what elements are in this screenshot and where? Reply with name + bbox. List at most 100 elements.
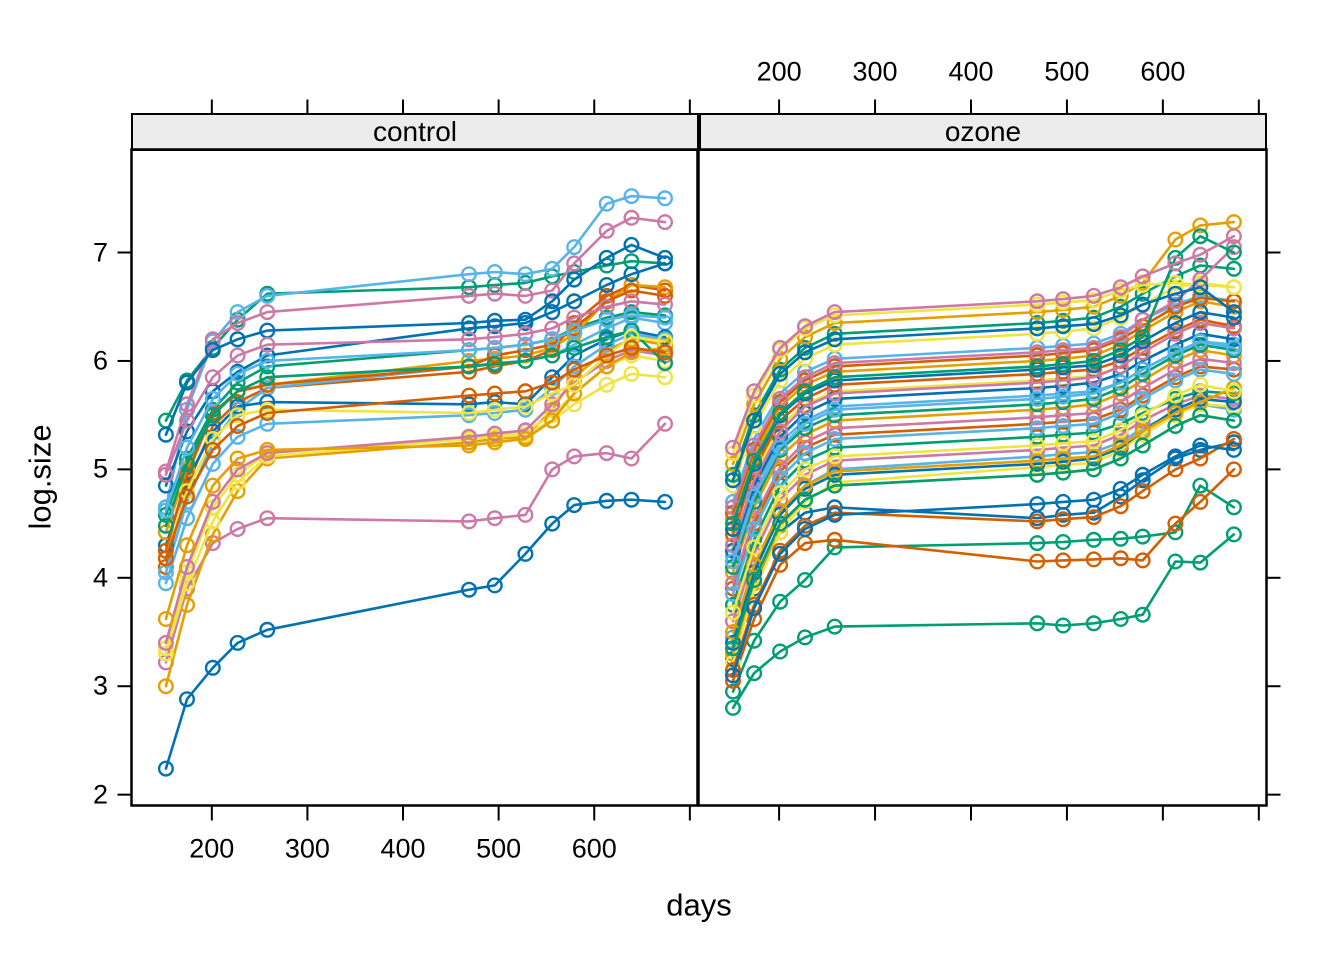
series-marker [826,439,843,456]
series-marker [178,483,195,500]
series-marker [772,339,789,356]
series-marker [157,466,174,483]
series-marker [1055,446,1072,463]
series-line-ozone-7 [731,394,1236,623]
series-marker [1029,510,1046,527]
series-marker [1112,450,1129,467]
series-marker [746,515,763,532]
series-marker [1167,418,1184,435]
series-marker [204,405,221,422]
series-marker [566,339,583,356]
series-marker [725,537,742,554]
series-marker [229,521,246,538]
series-marker [157,537,174,554]
series-marker [826,355,843,372]
series-marker [1055,323,1072,340]
series-marker [1192,407,1209,424]
series-marker [1134,296,1151,313]
series-marker [1029,553,1046,570]
series-marker [746,493,763,510]
series-marker [157,634,174,651]
series-marker [746,455,763,472]
series-marker [1029,315,1046,332]
series-marker [657,282,674,299]
series-marker [598,320,615,337]
series-marker [623,322,640,339]
series-marker [517,266,534,283]
series-marker [1167,315,1184,332]
series-marker [1055,511,1072,528]
series-marker [797,415,814,432]
series-marker [772,517,789,534]
series-line-control-3 [164,194,667,509]
series-marker [157,654,174,671]
series-marker [772,470,789,487]
series-marker [1112,422,1129,439]
series-marker [544,412,561,429]
series-marker [259,401,276,418]
series-marker [1167,515,1184,532]
series-marker [1167,231,1184,248]
series-marker [486,350,503,367]
series-marker [1167,448,1184,465]
series-marker [229,418,246,435]
series-marker [797,572,814,589]
series-marker [746,580,763,597]
series-marker [797,420,814,437]
series-marker [746,564,763,581]
series-line-ozone-13 [731,321,1236,542]
series-marker [461,581,478,598]
series-marker [772,542,789,559]
series-marker [746,383,763,400]
series-marker [204,390,221,407]
series-marker [1225,347,1242,364]
series-marker [1085,383,1102,400]
series-marker [1112,441,1129,458]
series-marker [544,347,561,364]
series-marker [1134,333,1151,350]
series-marker [1055,342,1072,359]
series-marker [517,325,534,342]
series-marker [797,491,814,508]
series-marker [1134,423,1151,440]
series-marker [797,372,814,389]
x-tick-label-top: 500 [1044,56,1090,87]
series-marker [657,255,674,272]
series-marker [725,580,742,597]
series-marker [797,339,814,356]
series-marker [1112,329,1129,346]
series-marker [746,531,763,548]
series-marker [486,428,503,445]
x-tick-label-bottom: 400 [380,833,426,864]
series-marker [1225,298,1242,315]
series-marker [1055,418,1072,435]
series-marker [826,499,843,516]
series-marker [657,344,674,361]
series-marker [797,396,814,413]
series-marker [826,369,843,386]
series-line-ozone-32 [731,386,1236,634]
series-marker [461,407,478,424]
series-marker [204,407,221,424]
series-line-ozone-10 [731,365,1236,590]
series-marker [517,315,534,332]
series-marker [229,331,246,348]
series-marker [544,369,561,386]
series-marker [259,394,276,411]
series-marker [1112,434,1129,451]
series-marker [1192,217,1209,234]
series-marker [1112,498,1129,515]
panel-strip-label: ozone [944,116,1022,147]
series-marker [204,659,221,676]
series-marker [1225,431,1242,448]
series-marker [486,385,503,402]
series-marker [772,448,789,465]
series-marker [204,339,221,356]
series-marker [725,455,742,472]
series-marker [598,329,615,346]
series-line-control-15 [164,289,667,553]
series-marker [772,418,789,435]
series-marker [598,195,615,212]
series-marker [657,369,674,386]
series-marker [1167,524,1184,541]
